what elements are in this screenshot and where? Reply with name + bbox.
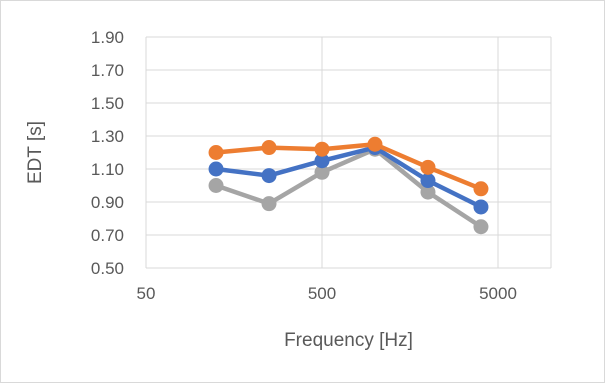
x-tick-label: 500 xyxy=(308,284,336,303)
series-line xyxy=(213,142,484,192)
data-point xyxy=(420,173,436,189)
y-tick-label: 0.70 xyxy=(91,226,124,245)
series-layer xyxy=(208,136,489,235)
y-tick-label: 1.90 xyxy=(91,28,124,47)
y-tick-label: 0.50 xyxy=(91,259,124,278)
series-line xyxy=(213,145,484,210)
data-point xyxy=(420,159,436,175)
data-point xyxy=(314,141,330,157)
y-tick-label: 1.50 xyxy=(91,94,124,113)
data-point xyxy=(261,168,277,184)
y-axis-title: EDT [s] xyxy=(25,121,46,184)
data-point xyxy=(473,181,489,197)
y-tick-label: 1.10 xyxy=(91,160,124,179)
series-line xyxy=(213,146,484,230)
data-point xyxy=(208,145,224,160)
y-tick-label: 1.70 xyxy=(91,61,124,80)
data-point xyxy=(261,140,277,156)
x-tick-label: 50 xyxy=(137,284,156,303)
data-point xyxy=(367,136,383,152)
y-tick-label: 1.30 xyxy=(91,127,124,146)
x-tick-label: 5000 xyxy=(479,284,517,303)
data-point xyxy=(473,219,489,235)
data-point xyxy=(314,153,330,169)
tick-labels: 0.50 0.70 0.90 1.10 1.30 1.50 1.70 1.90 50 500 500… xyxy=(91,28,517,303)
data-point xyxy=(314,164,330,180)
data-point xyxy=(208,161,224,177)
data-point xyxy=(473,199,489,215)
data-point xyxy=(261,196,277,212)
y-tick-label: 0.90 xyxy=(91,193,124,212)
series-group xyxy=(208,136,489,197)
x-axis-title: Frequency [Hz] xyxy=(284,330,413,351)
data-point xyxy=(420,184,436,200)
data-point xyxy=(208,178,224,193)
